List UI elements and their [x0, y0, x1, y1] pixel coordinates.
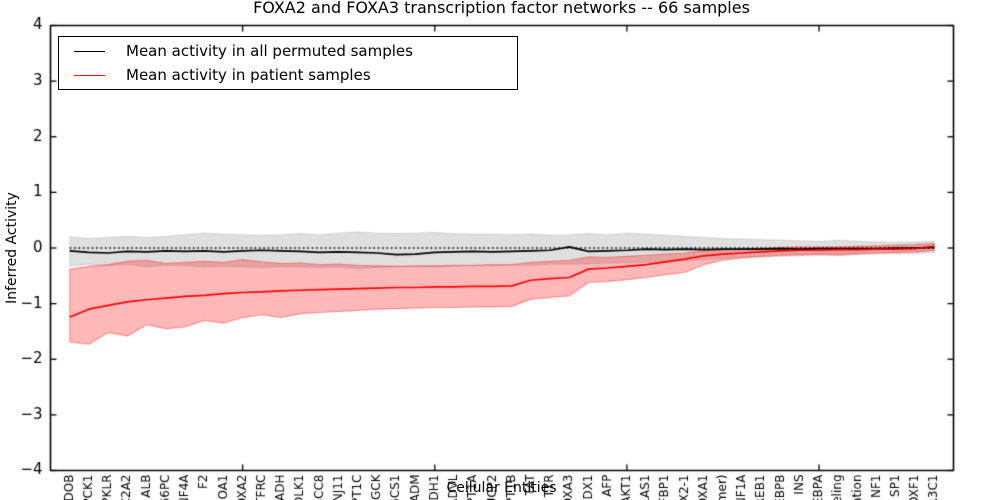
legend-label-permuted: Mean activity in all permuted samples [126, 42, 413, 60]
legend: Mean activity in all permuted samples Me… [58, 36, 518, 90]
legend-line-patient-icon [74, 74, 105, 76]
legend-item-permuted: Mean activity in all permuted samples [59, 39, 517, 63]
legend-line-permuted-icon [74, 50, 105, 52]
y-axis-label: Inferred Activity [4, 192, 20, 304]
legend-item-patient: Mean activity in patient samples [59, 63, 517, 87]
x-axis-label: Cellular Entities [446, 480, 557, 496]
chart-title: FOXA2 and FOXA3 transcription factor net… [253, 0, 750, 17]
legend-label-patient: Mean activity in patient samples [126, 66, 371, 84]
